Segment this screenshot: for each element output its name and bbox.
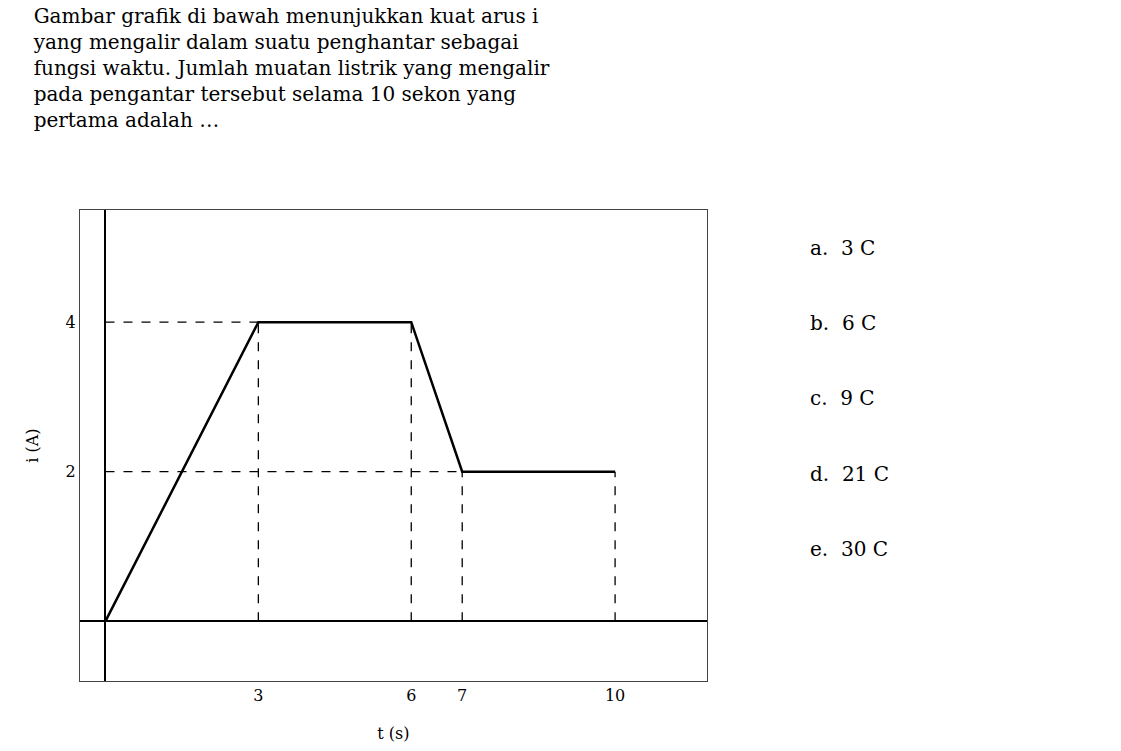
svg-text:d. 21 C: d. 21 C — [810, 462, 889, 486]
svg-text:Gambar grafik di bawah menunju: Gambar grafik di bawah menunjukkan kuat … — [33, 4, 550, 132]
svg-text:a. 3 C: a. 3 C — [810, 236, 875, 260]
svg-text:3: 3 — [253, 686, 263, 705]
svg-text:10: 10 — [605, 686, 625, 705]
svg-text:4: 4 — [66, 313, 76, 332]
svg-text:e. 30 C: e. 30 C — [810, 537, 888, 561]
svg-text:6: 6 — [406, 686, 416, 705]
svg-text:7: 7 — [457, 686, 467, 705]
svg-text:c. 9 C: c. 9 C — [810, 386, 875, 410]
svg-text:b. 6 C: b. 6 C — [810, 311, 876, 335]
svg-text:2: 2 — [66, 462, 76, 481]
svg-text:i (A): i (A) — [23, 428, 42, 462]
svg-text:t (s): t (s) — [377, 724, 409, 743]
